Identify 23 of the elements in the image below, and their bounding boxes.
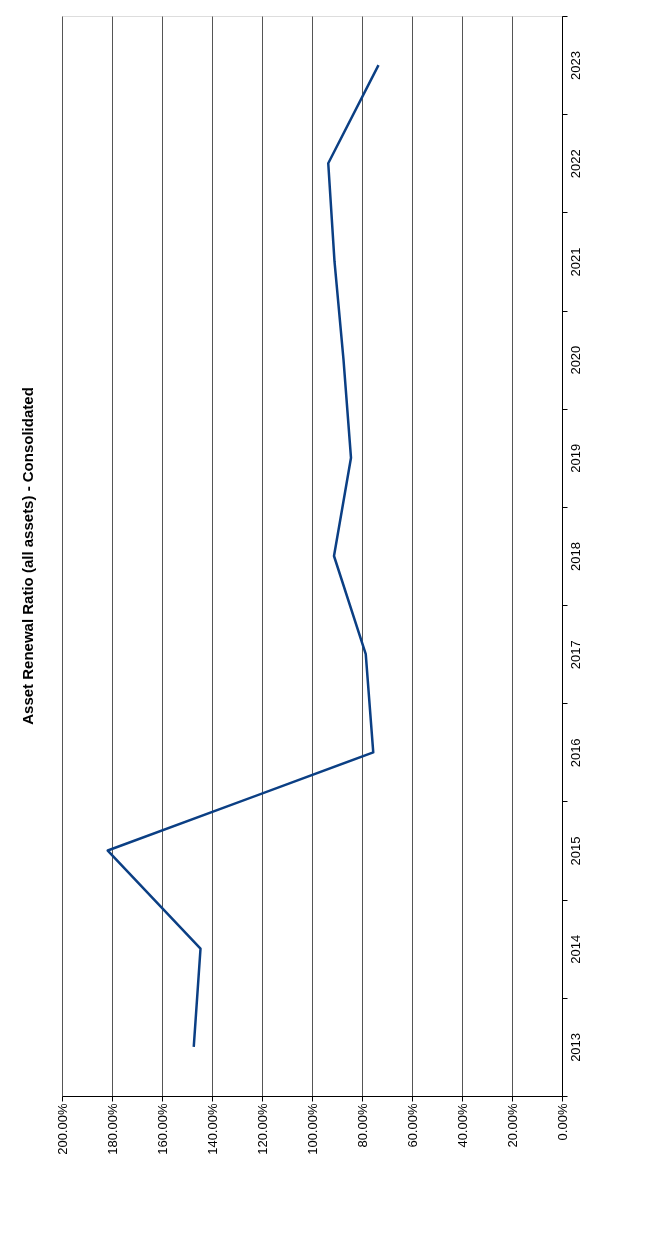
y-tick-label: 2016 [567, 738, 583, 768]
y-tick-label: 2022 [567, 149, 583, 179]
y-tick-label: 2014 [567, 934, 583, 964]
x-tick-label: 100.00% [304, 1103, 320, 1155]
y-tick-label: 2013 [567, 1032, 583, 1062]
x-tick-label: 40.00% [454, 1103, 470, 1148]
y-tick-label: 2015 [567, 836, 583, 866]
y-tick-label: 2019 [567, 443, 583, 473]
x-tick-label: 0.00% [554, 1103, 570, 1141]
x-tick-label: 80.00% [354, 1103, 370, 1148]
y-tick-label: 2017 [567, 640, 583, 670]
y-tick-label: 2018 [567, 542, 583, 571]
x-tick-label: 120.00% [254, 1103, 270, 1155]
text: Asset Renewal Ratio (all assets) - Consolidated [19, 387, 36, 725]
y-tick-label: 2021 [567, 247, 583, 277]
y-tick-label: 2023 [567, 51, 583, 81]
x-tick-label: 60.00% [404, 1103, 420, 1148]
x-tick-label: 160.00% [154, 1103, 170, 1155]
x-tick-label: 180.00% [104, 1103, 120, 1155]
y-tick-label: 2020 [567, 345, 583, 375]
x-tick-label: 200.00% [54, 1103, 70, 1155]
x-tick-label: 140.00% [204, 1103, 220, 1155]
x-tick-label: 20.00% [504, 1103, 520, 1148]
